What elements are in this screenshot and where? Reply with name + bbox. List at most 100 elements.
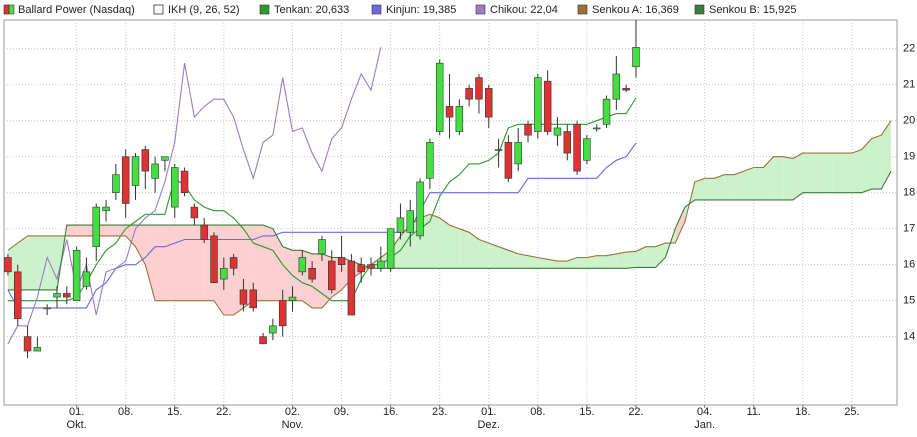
cloud [704,178,715,200]
cloud [106,225,116,236]
candle-body [298,257,307,273]
cloud [518,253,529,269]
candle-body [141,149,150,172]
candle-body [553,127,562,136]
cloud [577,257,587,269]
candle-body [131,156,140,186]
candle-body [524,124,532,136]
cloud [763,156,774,200]
candle-body [534,77,542,132]
cloud [400,225,411,269]
month-label: Okt. [67,419,87,431]
x-tick-label: 08. [530,406,545,418]
x-tick-label: 22. [628,406,643,418]
candle-body [347,260,356,316]
candle-body [151,163,159,179]
y-tick-label: 19 [903,151,915,163]
x-tick-label: 01. [69,406,84,418]
candle-body [82,271,91,287]
candle-body [612,73,621,100]
legend-label: Tenkan: 20,633 [274,4,349,16]
y-tick-label: 14 [903,331,915,343]
x-tick-label: 15. [579,406,594,418]
candle-body [249,289,257,309]
candle-body [102,206,110,212]
candle-body [229,257,238,269]
cloud [832,153,843,193]
cloud [459,228,470,269]
cloud [537,257,548,269]
candle-body [377,260,385,269]
cloud [243,225,254,308]
cloud [724,174,735,200]
legend-icon [694,4,705,15]
cloud [743,167,754,200]
x-tick-label: 18. [795,406,810,418]
legend-icon [371,4,382,15]
candle-body [494,149,503,151]
cloud [528,255,538,269]
cloud [27,235,38,290]
candle-body [592,127,601,130]
candle-body [53,293,61,298]
candle-body [455,106,464,132]
candle-body [357,264,365,273]
cloud [312,253,322,308]
candle-body [239,289,248,305]
candle-body [259,336,267,345]
cloud [871,135,882,190]
indicator-line [7,170,892,291]
cloud [842,153,852,193]
candle-body [200,224,208,240]
candle-body [43,307,51,310]
month-label: Nov. [282,419,304,431]
month-label: Jan. [694,419,715,431]
cloud [714,174,725,200]
candle-body [543,80,552,132]
legend-icon [577,4,588,15]
candle-body [278,300,287,327]
cloud [635,246,646,268]
cloud [194,225,205,301]
x-tick-label: 23. [432,406,447,418]
candle-body [573,124,581,172]
x-tick-label: 22. [216,406,231,418]
cloud [282,246,293,301]
cloud [675,207,686,244]
candle-body [396,217,405,233]
legend: Ballard Power (Nasdaq) IKH (9, 26, 52) Ten… [3,4,796,16]
candle-body [416,181,424,237]
cloud [822,153,833,193]
cloud [429,214,440,269]
cloud [272,228,283,301]
legend-label: Ballard Power (Nasdaq) [18,4,135,16]
candle-body [367,264,375,269]
x-tick-label: 11. [746,406,760,418]
cloud [439,217,450,269]
legend-label: Chikou: 22,04 [490,4,558,16]
cloud [488,243,499,269]
y-tick-label: 16 [903,259,915,271]
y-tick-label: 15 [903,295,915,307]
cloud [478,239,489,269]
x-tick-label: 25. [844,406,859,418]
x-tick-label: 04. [697,406,712,418]
y-tick-label: 22 [903,43,915,55]
cloud [753,167,764,200]
cloud [606,253,617,269]
candle-body [406,210,415,233]
candle-body [23,336,32,352]
cloud [734,171,744,200]
cloud [812,153,823,193]
x-tick-label: 15. [167,406,182,418]
legend-icon [475,4,486,15]
candle-body [318,239,326,255]
cloud [174,225,185,301]
candle-body [161,156,169,161]
candle-body [269,325,277,334]
y-tick-label: 20 [903,115,915,127]
cloud [223,225,234,316]
legend-icon [259,4,270,15]
candle-body [445,106,454,118]
candle-body [632,47,640,68]
